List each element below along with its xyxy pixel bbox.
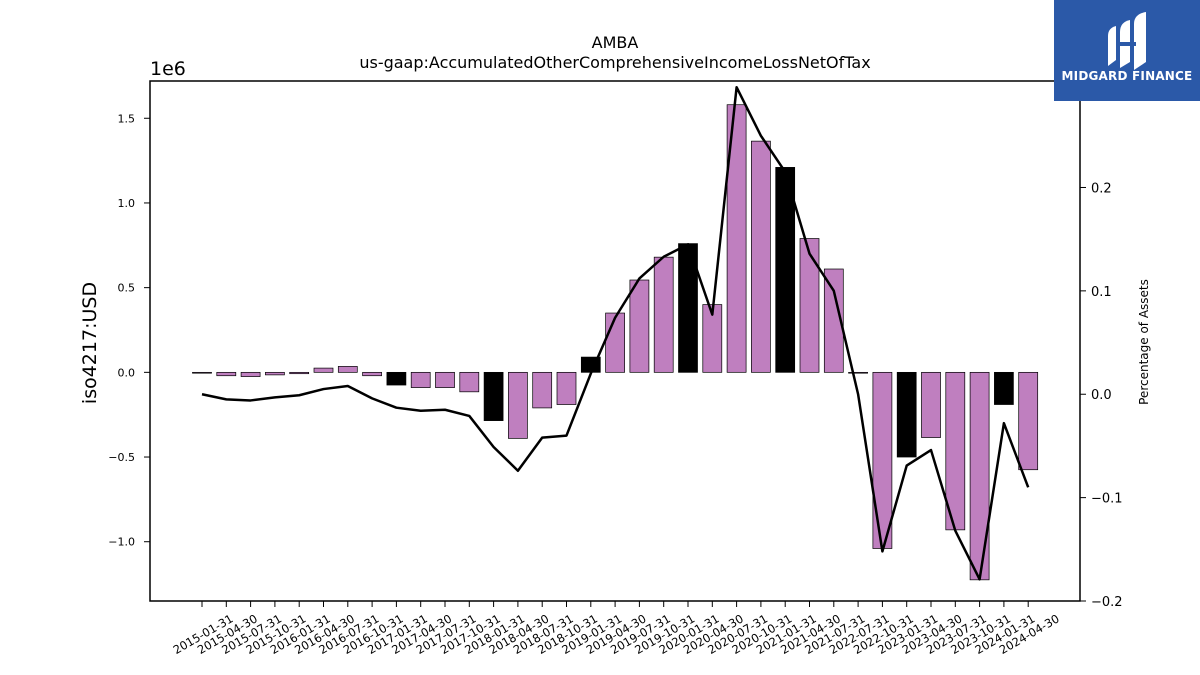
y-tick-label: 0.5	[118, 282, 136, 295]
bar	[629, 279, 650, 373]
bar	[313, 367, 334, 373]
bar	[556, 371, 577, 405]
midgard-logo-icon	[1108, 12, 1146, 70]
y2-tick-label: 0.0	[1091, 388, 1112, 403]
bar	[483, 371, 504, 421]
percentage-line	[201, 85, 1030, 581]
y-tick-label: 1.5	[118, 112, 136, 125]
y-tick-label: 0.0	[118, 366, 136, 379]
plot-area: 1.51.00.50.0−0.5−1.00.30.20.10.0−0.1−0.2…	[108, 78, 1122, 657]
chart-title: AMBA	[592, 33, 639, 52]
bar	[823, 268, 844, 373]
logo-text: MIDGARD FINANCE	[1061, 69, 1193, 83]
y2-tick-label: 0.2	[1091, 181, 1112, 196]
bar	[532, 371, 553, 409]
y-tick-label: −0.5	[108, 451, 135, 464]
bar	[410, 371, 431, 388]
bar	[1018, 371, 1039, 471]
bar	[240, 371, 261, 377]
bar	[775, 167, 796, 373]
bar	[289, 371, 310, 375]
bar	[653, 256, 674, 373]
bar	[726, 104, 747, 373]
bar	[508, 371, 528, 439]
chart-subtitle: us-gaap:AccumulatedOtherComprehensiveInc…	[359, 53, 870, 72]
y2-tick-label: 0.1	[1091, 285, 1112, 300]
bar	[459, 371, 480, 393]
y-tick-label: 1.0	[118, 197, 136, 210]
bar	[751, 140, 771, 373]
y2-tick-label: −0.2	[1091, 595, 1123, 610]
y-offset-text: 1e6	[150, 58, 186, 80]
bar	[435, 371, 455, 388]
y-tick-label: −1.0	[108, 536, 135, 549]
y2-axis-label: Percentage of Assets	[1137, 279, 1151, 405]
y-axis-label: iso4217:USD	[79, 282, 101, 404]
bar	[605, 312, 625, 373]
y2-tick-label: −0.1	[1091, 492, 1123, 507]
bar	[337, 366, 358, 373]
bar	[921, 371, 941, 438]
bar	[192, 371, 212, 374]
bar	[216, 371, 237, 377]
midgard-finance-logo: MIDGARD FINANCE	[1054, 0, 1200, 101]
bar	[848, 371, 868, 374]
bar	[362, 371, 382, 377]
bar	[265, 371, 285, 376]
bar	[994, 371, 1014, 405]
bar	[969, 371, 990, 581]
bar	[799, 238, 820, 373]
bar	[896, 371, 917, 458]
bar	[872, 371, 893, 549]
bar	[386, 371, 407, 386]
plot-frame	[149, 80, 1081, 602]
